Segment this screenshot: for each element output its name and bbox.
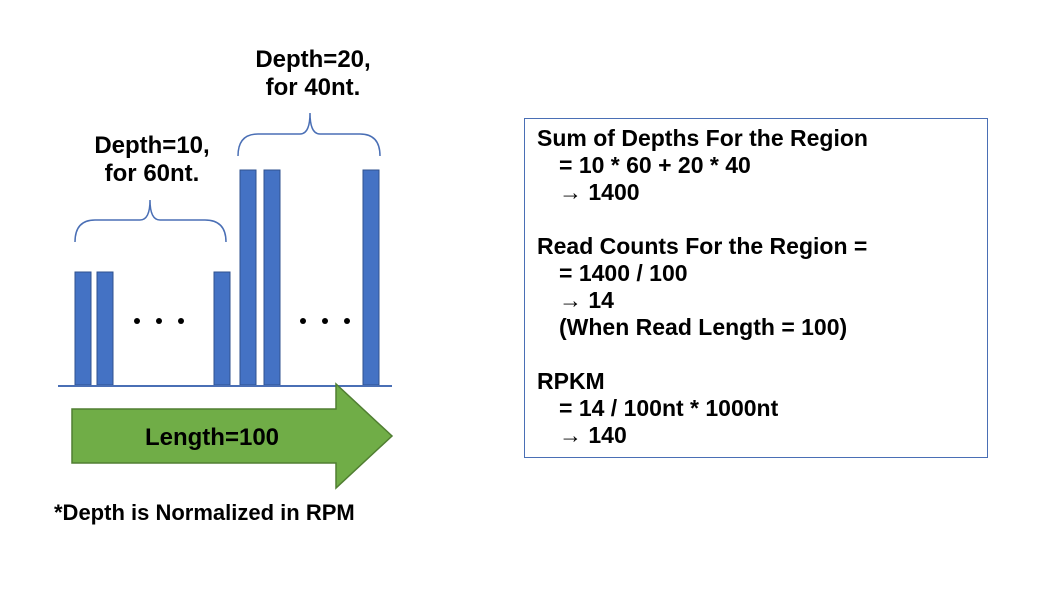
bar (263, 169, 281, 386)
depth-bars (74, 169, 380, 386)
label-depth20: Depth=20, for 40nt. (228, 46, 398, 102)
label-depth20-line1: Depth=20, (255, 46, 371, 73)
sum-section: Sum of Depths For the Region = 10 * 60 +… (537, 125, 868, 206)
read-section: Read Counts For the Region = = 1400 / 10… (537, 233, 867, 341)
footnote: *Depth is Normalized in RPM (54, 500, 355, 525)
read-note: (When Read Length = 100) (559, 314, 848, 340)
length-arrow (71, 382, 394, 490)
bar (96, 271, 114, 386)
bar (74, 271, 92, 386)
calculation-box: Sum of Depths For the Region = 10 * 60 +… (524, 118, 988, 458)
label-depth10-line2: for 60nt. (104, 160, 200, 187)
read-result: → 14 (559, 287, 614, 313)
ellipsis-right (300, 318, 350, 324)
bar (213, 271, 231, 386)
brace-depth20 (237, 112, 381, 157)
brace-depth10 (74, 199, 227, 243)
sum-title: Sum of Depths For the Region (537, 125, 868, 151)
label-depth20-line2: for 40nt. (265, 74, 361, 101)
rpkm-section: RPKM = 14 / 100nt * 1000nt → 140 (537, 368, 778, 449)
label-depth10: Depth=10, for 60nt. (62, 132, 242, 188)
sum-result: → 1400 (559, 179, 640, 205)
ellipsis-left (134, 318, 184, 324)
sum-formula: = 10 * 60 + 20 * 40 (559, 152, 751, 178)
label-depth10-line1: Depth=10, (94, 132, 210, 159)
rpkm-formula: = 14 / 100nt * 1000nt (559, 395, 779, 421)
read-title: Read Counts For the Region = (537, 233, 868, 259)
bar (239, 169, 257, 386)
rpkm-title: RPKM (537, 368, 605, 394)
bar (362, 169, 380, 386)
read-formula: = 1400 / 100 (559, 260, 688, 286)
rpkm-result: → 140 (559, 422, 627, 448)
arrow-label: Length=100 (145, 424, 279, 451)
